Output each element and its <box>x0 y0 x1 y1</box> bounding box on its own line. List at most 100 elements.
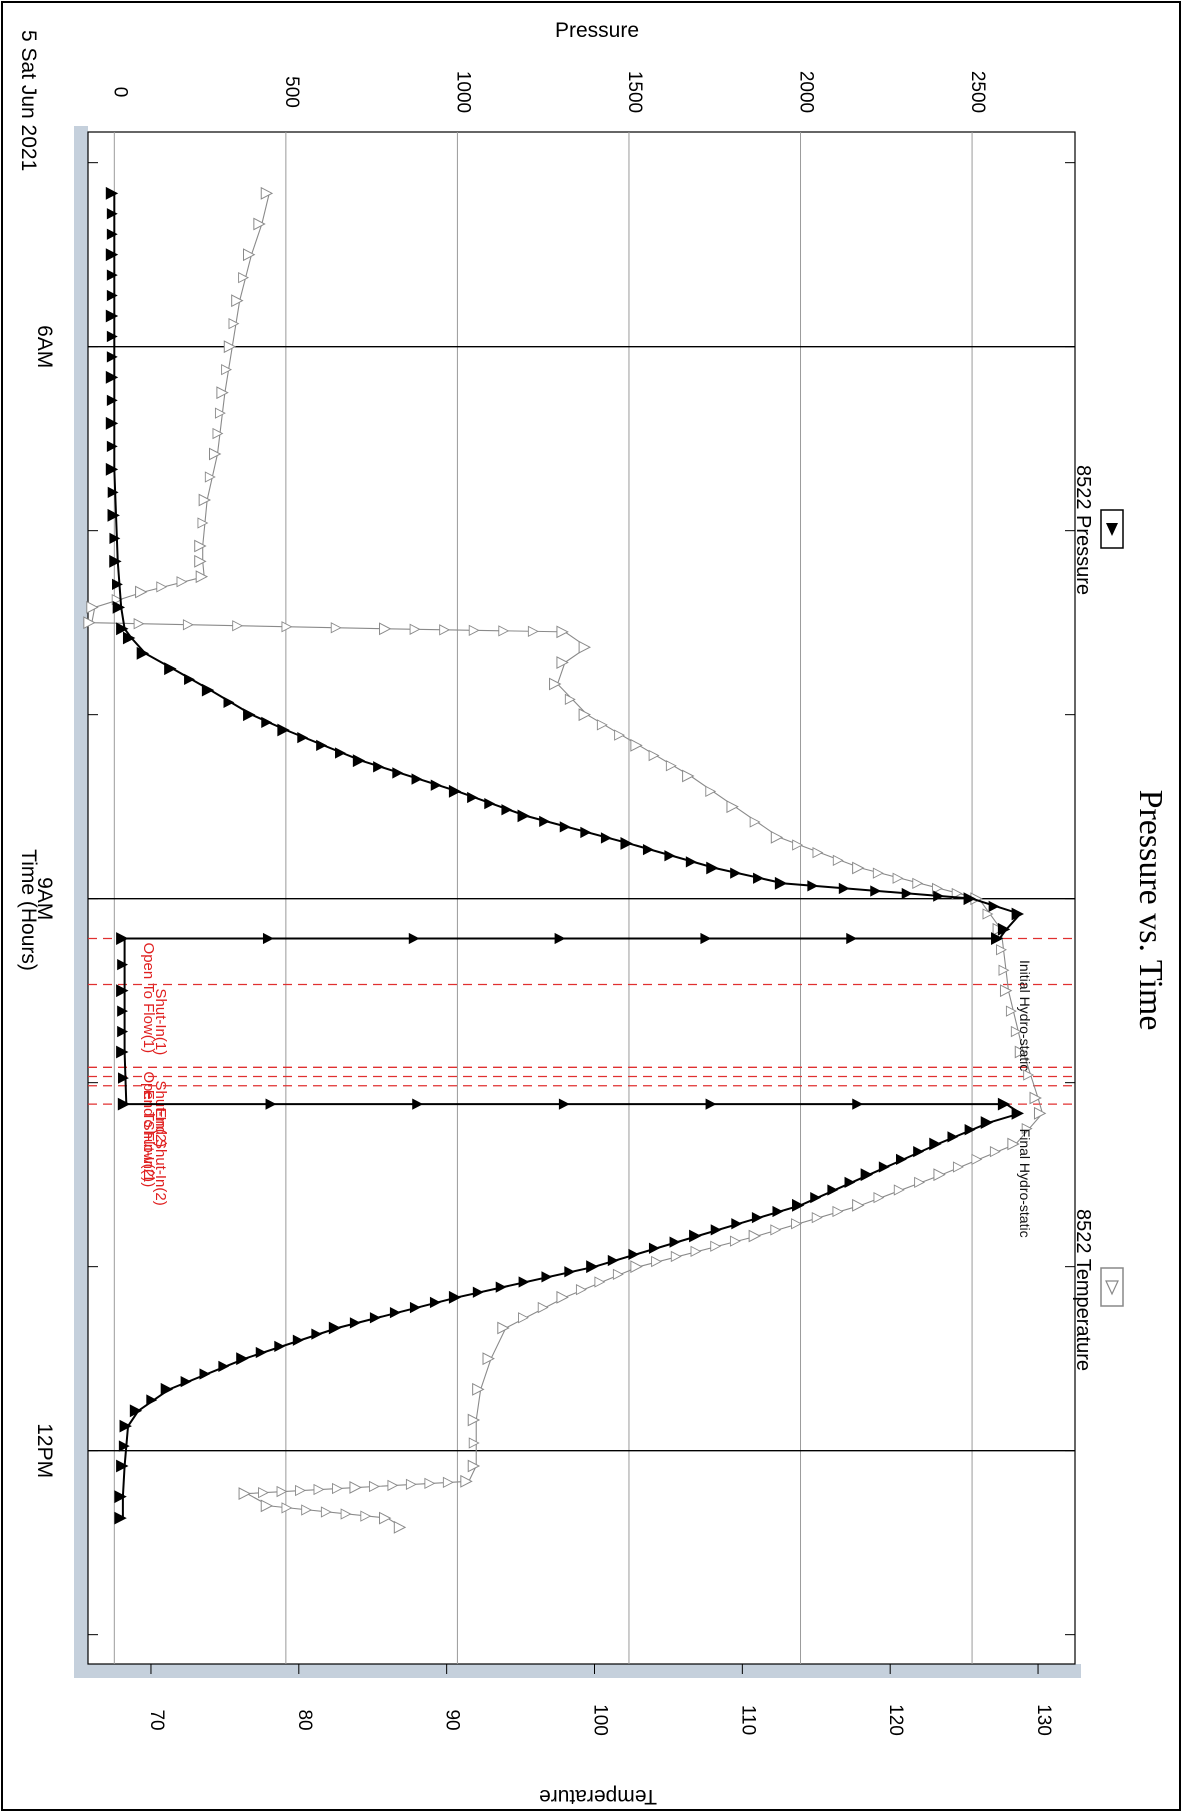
data-point <box>369 1312 381 1324</box>
data-point <box>349 1317 361 1329</box>
data-point <box>467 791 478 804</box>
data-point <box>253 217 266 231</box>
data-point <box>301 1504 313 1516</box>
data-point <box>238 272 250 284</box>
data-point <box>706 861 719 875</box>
data-point <box>518 1312 529 1324</box>
data-point <box>223 696 235 709</box>
data-point <box>424 1477 436 1490</box>
data-point <box>971 1153 983 1165</box>
data-point <box>212 427 224 440</box>
data-point <box>405 1478 417 1491</box>
data-point <box>135 585 148 599</box>
data-point <box>114 1490 127 1504</box>
data-point <box>517 809 530 823</box>
data-point <box>832 1205 844 1218</box>
data-point <box>982 908 994 920</box>
data-point <box>791 1218 802 1230</box>
data-point <box>1033 1106 1047 1120</box>
data-point <box>373 761 384 773</box>
data-point <box>107 508 120 522</box>
data-point <box>116 932 129 945</box>
data-point <box>156 581 168 593</box>
data-point <box>311 1328 323 1340</box>
data-point <box>320 1506 332 1518</box>
data-point <box>221 364 233 376</box>
data-point <box>105 309 119 323</box>
data-point <box>991 932 1004 945</box>
data-point <box>194 554 207 568</box>
data-point <box>114 1511 127 1525</box>
data-point <box>389 1307 401 1319</box>
data-point <box>1021 1123 1033 1135</box>
data-point <box>630 1260 643 1274</box>
temperature-tick-label: 110 <box>737 1705 758 1735</box>
data-point <box>106 208 118 220</box>
data-point <box>710 1240 722 1252</box>
annotation-label: Final Hydro-static <box>1017 1129 1033 1238</box>
data-point <box>194 539 207 553</box>
data-point <box>607 1254 619 1267</box>
data-point <box>642 843 654 856</box>
data-point <box>537 1301 549 1314</box>
data-point <box>117 1097 131 1111</box>
data-point <box>468 1437 480 1449</box>
data-point <box>467 1413 481 1427</box>
pressure-tick-label: 2000 <box>796 71 817 113</box>
data-point <box>468 624 480 636</box>
pressure-tick-label: 2500 <box>967 71 988 113</box>
data-point <box>232 620 244 632</box>
data-point <box>665 760 677 772</box>
data-point <box>238 1487 251 1501</box>
data-point <box>146 1394 158 1406</box>
data-point <box>556 1290 569 1304</box>
data-point <box>313 1483 325 1496</box>
data-point <box>112 578 123 590</box>
pressure-tick-label: 1500 <box>624 71 645 113</box>
time-tick-label: 6AM <box>33 325 56 368</box>
data-point <box>1014 1045 1028 1059</box>
data-point <box>352 754 366 768</box>
data-point <box>430 779 442 791</box>
data-point <box>195 570 209 584</box>
data-point <box>117 1025 129 1038</box>
data-point <box>996 944 1007 956</box>
data-point <box>648 749 660 762</box>
data-point <box>439 624 451 636</box>
event-markers: Open To Flow(1)Shut-In(1) Open To Flow(2)… <box>88 937 1075 1206</box>
grid-lines <box>88 132 1075 1674</box>
axis-labels: 0 500 1000 1500 2000 2500 70 80 90 100 110 120 130 6A… <box>33 71 1054 1736</box>
data-point <box>651 1255 662 1268</box>
time-tick-label: 9AM <box>33 877 56 920</box>
data-point <box>827 1184 839 1196</box>
data-point <box>872 867 884 879</box>
data-point <box>409 1301 421 1314</box>
data-point <box>223 340 237 354</box>
data-point <box>1011 1106 1024 1120</box>
data-point <box>86 600 99 614</box>
data-point <box>349 1481 362 1494</box>
data-point <box>184 673 195 686</box>
data-point <box>810 1192 822 1204</box>
data-point <box>614 729 626 741</box>
event-label: Shut-In(1) <box>152 989 169 1056</box>
data-point <box>518 1276 530 1288</box>
data-point <box>164 662 177 676</box>
data-point <box>838 882 850 895</box>
data-point <box>682 769 695 783</box>
data-point <box>360 1510 372 1522</box>
data-point <box>1007 1137 1020 1151</box>
data-point <box>201 683 215 697</box>
data-point <box>852 861 865 875</box>
pressure-tick-label: 1000 <box>452 71 473 113</box>
data-point <box>596 719 608 731</box>
legend: 8522 Pressure 8522 Temperature <box>1072 465 1124 1371</box>
data-point <box>276 1485 288 1498</box>
temperature-axis-title: Temperature <box>539 1785 657 1808</box>
data-point <box>208 447 222 461</box>
data-point <box>586 1260 599 1274</box>
data-point <box>197 517 209 529</box>
data-point <box>460 1474 473 1488</box>
data-point <box>892 872 904 884</box>
data-point <box>265 1098 277 1110</box>
